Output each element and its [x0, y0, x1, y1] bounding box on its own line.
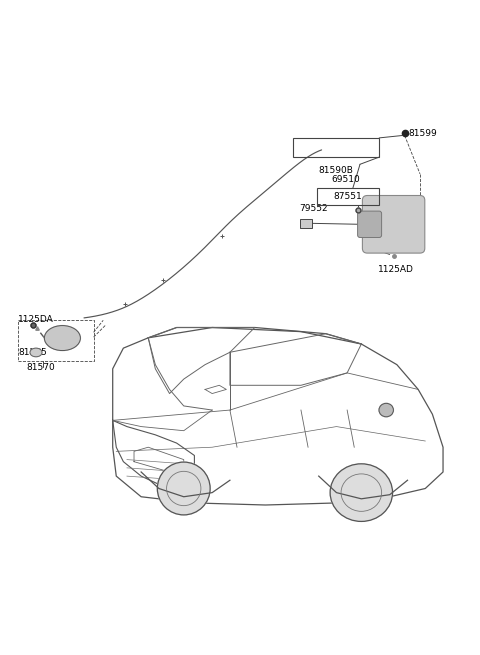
Text: 87551: 87551	[334, 192, 362, 201]
Bar	[300, 219, 312, 228]
Text: 81599: 81599	[408, 128, 437, 138]
Text: 1125DA: 1125DA	[18, 315, 54, 324]
FancyBboxPatch shape	[362, 195, 425, 253]
Text: 81570: 81570	[26, 364, 55, 372]
Bar	[317, 188, 379, 205]
Text: 81590B: 81590B	[319, 166, 353, 175]
Text: 79552: 79552	[299, 204, 328, 213]
Ellipse shape	[157, 462, 210, 515]
Ellipse shape	[379, 403, 394, 417]
Text: 81575: 81575	[18, 348, 47, 358]
Text: 69510: 69510	[331, 175, 360, 184]
Text: 1125AD: 1125AD	[378, 265, 414, 274]
Bar	[293, 138, 379, 157]
Ellipse shape	[45, 326, 81, 350]
Ellipse shape	[330, 464, 393, 521]
FancyBboxPatch shape	[358, 211, 382, 238]
Ellipse shape	[30, 348, 42, 357]
